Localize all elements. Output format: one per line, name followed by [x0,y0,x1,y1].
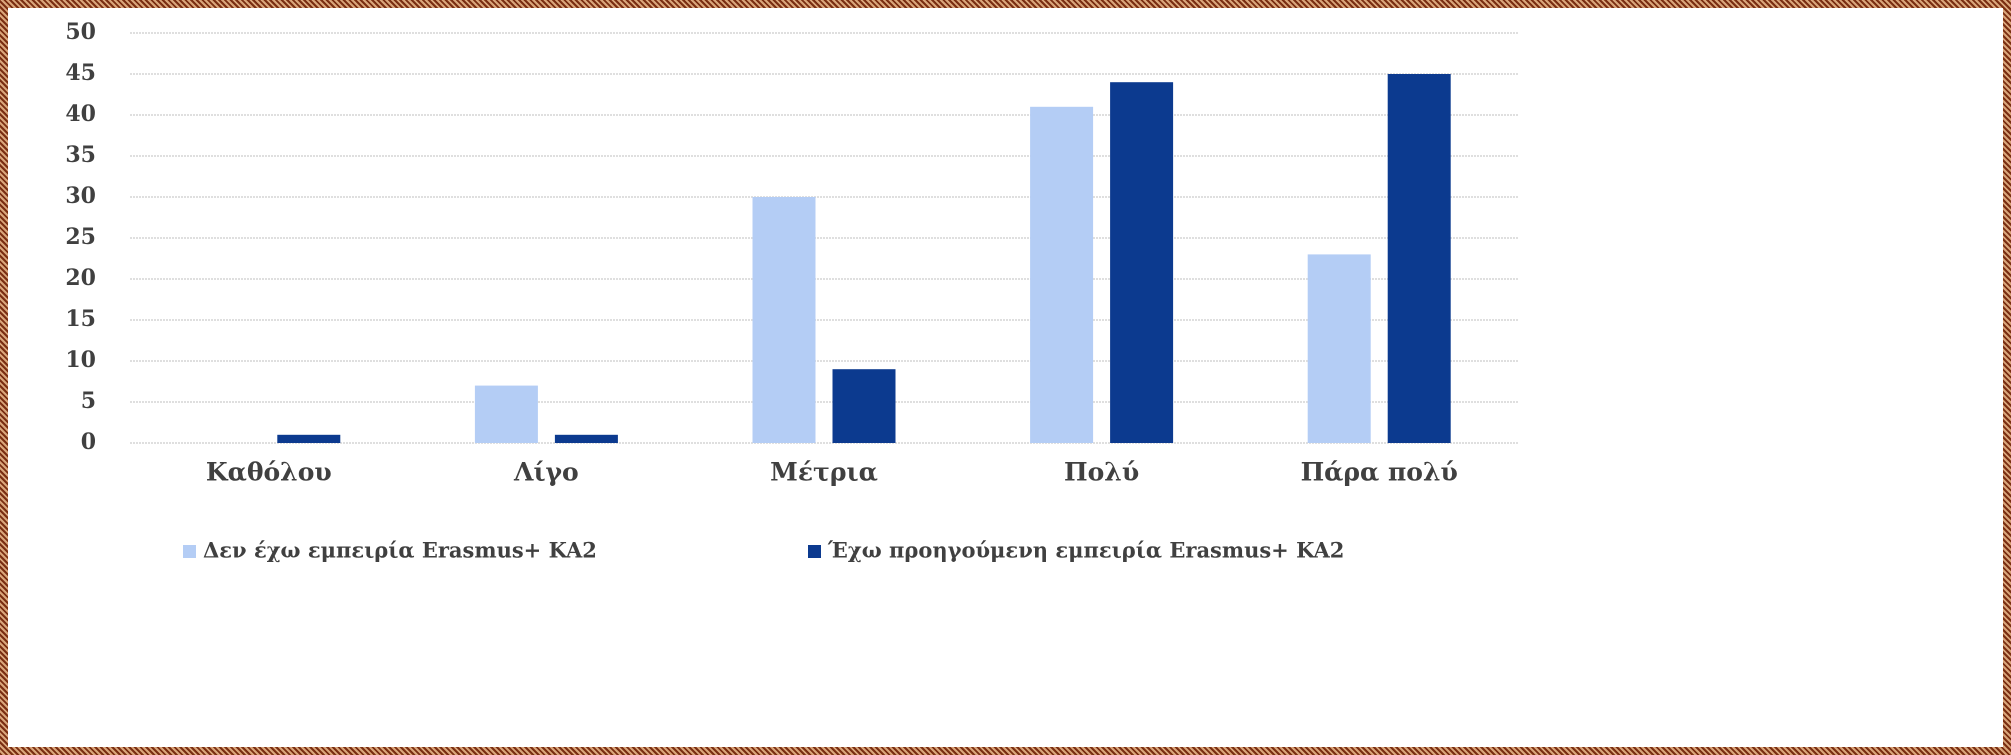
bar [474,385,538,443]
bar [1387,74,1451,443]
y-tick-label: 30 [65,183,96,209]
x-tick-label: Πάρα πολύ [1301,458,1458,487]
bar [554,434,618,443]
bar [1307,254,1371,443]
y-tick-label: 20 [65,265,96,291]
bar [1110,82,1174,443]
legend-swatch [183,545,196,558]
bar [1030,106,1094,444]
bar [752,197,816,443]
y-tick-label: 45 [65,60,96,86]
plot-background [8,8,2003,747]
y-tick-label: 0 [81,429,96,455]
x-tick-label: Καθόλου [206,458,332,487]
y-tick-label: 10 [65,347,96,373]
x-tick-label: Πολύ [1064,458,1139,487]
y-tick-label: 15 [65,306,96,332]
y-tick-label: 25 [65,224,96,250]
y-tick-label: 35 [65,142,96,168]
y-tick-label: 40 [65,101,96,127]
y-tick-label: 50 [65,19,96,45]
x-tick-label: Λίγο [513,458,579,487]
legend-label: Δεν έχω εμπειρία Erasmus+ KA2 [203,538,597,563]
legend-label: Έχω προηγούμενη εμπειρία Erasmus+ KA2 [827,538,1344,563]
legend-swatch [808,545,821,558]
y-tick-label: 5 [81,388,96,414]
bar [277,434,341,443]
x-tick-label: Μέτρια [770,458,878,487]
bar [832,369,896,443]
